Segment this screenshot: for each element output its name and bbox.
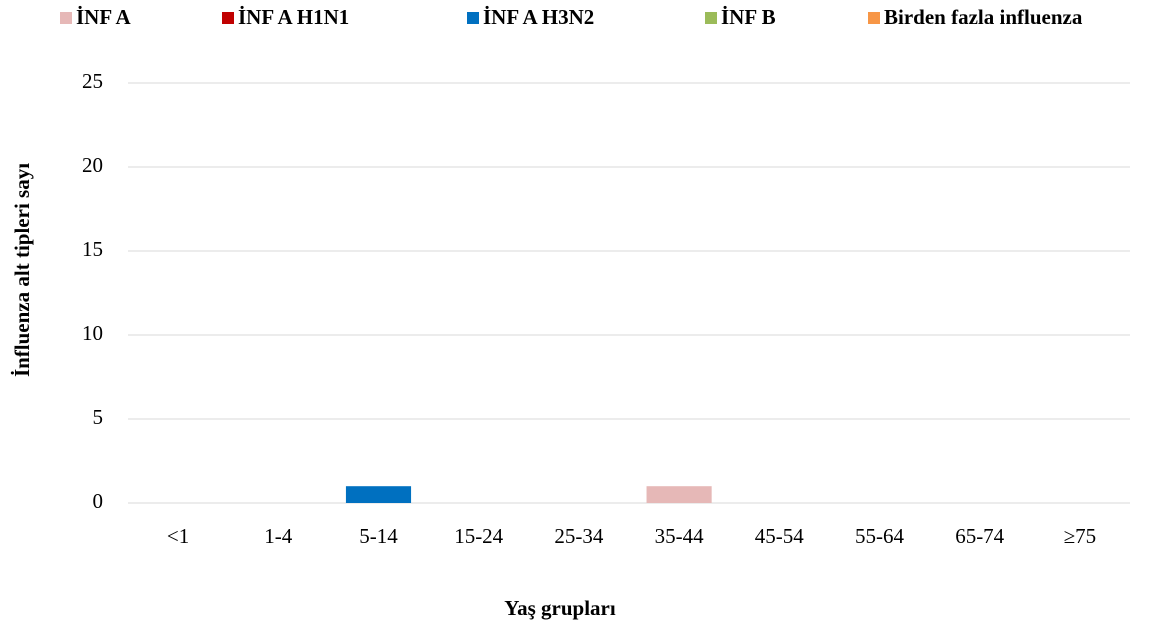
y-tick-label: 10 [82, 321, 103, 345]
legend-label: İNF B [721, 5, 776, 29]
y-tick-label: 15 [82, 237, 103, 261]
x-tick-label: 5-14 [359, 524, 398, 548]
legend-swatch [467, 12, 479, 24]
legend-label: İNF A [76, 5, 131, 29]
legend-label: İNF A H3N2 [483, 5, 594, 29]
bar-segment [345, 486, 412, 503]
legend-label: Birden fazla influenza [884, 5, 1083, 29]
x-tick-label: 15-24 [454, 524, 503, 548]
x-tick-label: 65-74 [955, 524, 1004, 548]
legend-swatch [705, 12, 717, 24]
legend-label: İNF A H1N1 [238, 5, 349, 29]
x-tick-label: <1 [167, 524, 189, 548]
x-axis-title: Yaş grupları [504, 596, 616, 620]
x-tick-label: 55-64 [855, 524, 904, 548]
legend-swatch [60, 12, 72, 24]
y-tick-label: 25 [82, 69, 103, 93]
x-tick-label: 1-4 [264, 524, 292, 548]
legend-swatch [868, 12, 880, 24]
legend-swatch [222, 12, 234, 24]
y-tick-label: 5 [93, 405, 104, 429]
y-axis-title: İnfluenza alt tipleri sayı [10, 163, 34, 377]
x-tick-label: 45-54 [755, 524, 804, 548]
x-tick-label: 35-44 [655, 524, 704, 548]
x-tick-label: ≥75 [1064, 524, 1097, 548]
y-tick-label: 20 [82, 153, 103, 177]
x-tick-label: 25-34 [554, 524, 603, 548]
y-tick-label: 0 [93, 489, 104, 513]
bar-segment [646, 486, 712, 503]
